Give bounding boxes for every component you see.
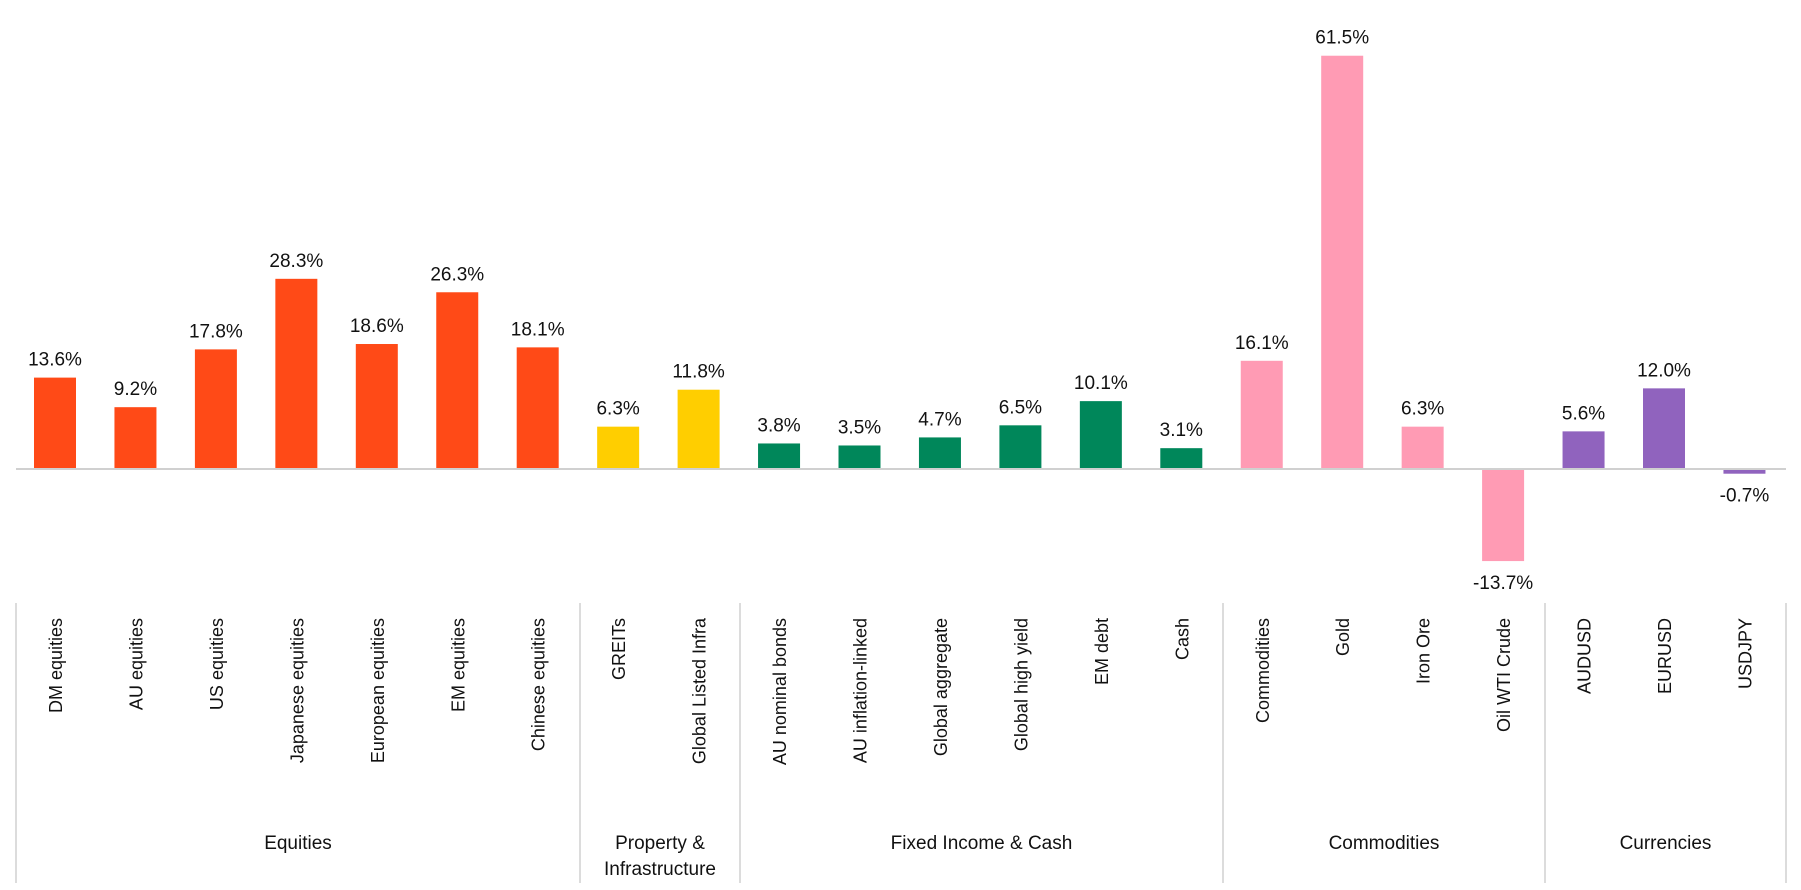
category-label: Japanese equities [287,618,307,763]
data-label: 18.1% [511,319,565,340]
data-label: 3.1% [1160,420,1203,441]
data-label: 9.2% [114,379,157,400]
group-label: Commodities [1329,833,1440,854]
category-label: EM debt [1092,618,1112,685]
category-label: AUDUSD [1575,618,1595,694]
bars [34,55,1766,562]
bar [34,377,76,469]
data-label: 11.8% [672,362,725,383]
bar [436,292,479,469]
bar [194,349,237,469]
group-label: Equities [264,833,332,854]
group-label: Currencies [1620,833,1712,854]
data-label: 13.6% [28,350,82,371]
data-label: 26.3% [430,264,484,285]
bar [1562,431,1605,469]
data-label: 3.5% [838,417,881,438]
data-label: 6.3% [596,399,639,420]
bar [1079,401,1122,469]
category-label: Gold [1333,618,1353,656]
category-label: Global high yield [1011,618,1031,751]
bar [1160,448,1203,469]
category-labels: DM equities AU equities US equities Japanes… [46,617,1755,765]
data-label: -0.7% [1720,486,1770,507]
bar [1321,55,1364,469]
category-label: Global aggregate [931,618,951,756]
bar [918,437,961,469]
category-label: AU nominal bonds [770,618,790,765]
category-label: Oil WTI Crude [1494,618,1514,732]
data-labels: 13.6% 9.2% 17.8% 28.3% 18.6% 26.3% 18.1% 6.3% 11… [28,28,1769,594]
bar [677,389,720,469]
bar [597,426,640,469]
data-label: 17.8% [189,321,243,342]
bar [1482,469,1525,562]
category-label: DM equities [46,618,66,713]
data-label: 12.0% [1637,360,1691,381]
data-label: -13.7% [1473,573,1533,594]
group-labels: Equities Property & Infrastructure Fixed In… [15,603,1787,883]
data-label: 6.5% [999,397,1042,418]
data-label: 6.3% [1401,399,1444,420]
bar [838,445,881,469]
data-label: 5.6% [1562,403,1605,424]
data-label: 16.1% [1235,333,1289,354]
group-label: Infrastructure [604,859,716,880]
category-label: Chinese equities [529,618,549,751]
group-label: Property & [615,833,705,854]
group-label: Fixed Income & Cash [891,833,1073,854]
bar [999,425,1042,469]
bar [355,344,398,469]
category-label: European equities [368,618,388,763]
bar [1723,469,1766,474]
bar [1643,388,1685,469]
category-label: AU inflation-linked [851,618,871,763]
category-label: Commodities [1253,618,1273,723]
category-label: EM equities [448,618,468,712]
bar [114,407,157,469]
bar [275,278,318,469]
data-label: 4.7% [918,409,961,430]
bar [516,347,559,469]
category-label: AU equities [126,618,146,710]
data-label: 61.5% [1315,28,1369,49]
category-label: Cash [1172,618,1192,660]
category-label: GREITs [609,618,629,680]
bar [1240,360,1283,469]
data-label: 18.6% [350,316,404,337]
bar [758,443,801,469]
category-label: US equities [207,618,227,710]
data-label: 10.1% [1074,373,1128,394]
data-label: 3.8% [757,415,800,436]
category-label: USDJPY [1735,618,1755,689]
category-label: Iron Ore [1414,618,1434,684]
category-label: Global Listed Infra [690,617,710,764]
data-label: 28.3% [269,251,323,272]
category-label: EURUSD [1655,618,1675,694]
bar [1401,426,1444,469]
